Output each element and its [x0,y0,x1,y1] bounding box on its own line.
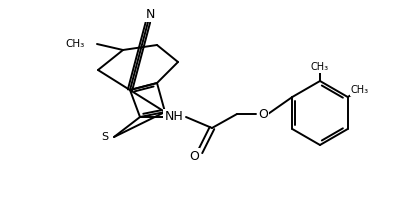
Text: S: S [101,132,108,142]
Text: O: O [258,107,268,120]
Text: NH: NH [165,111,183,124]
Text: O: O [189,149,199,163]
Text: CH₃: CH₃ [66,39,85,49]
Text: N: N [145,8,155,21]
Text: CH₃: CH₃ [311,62,329,72]
Text: CH₃: CH₃ [351,85,369,95]
